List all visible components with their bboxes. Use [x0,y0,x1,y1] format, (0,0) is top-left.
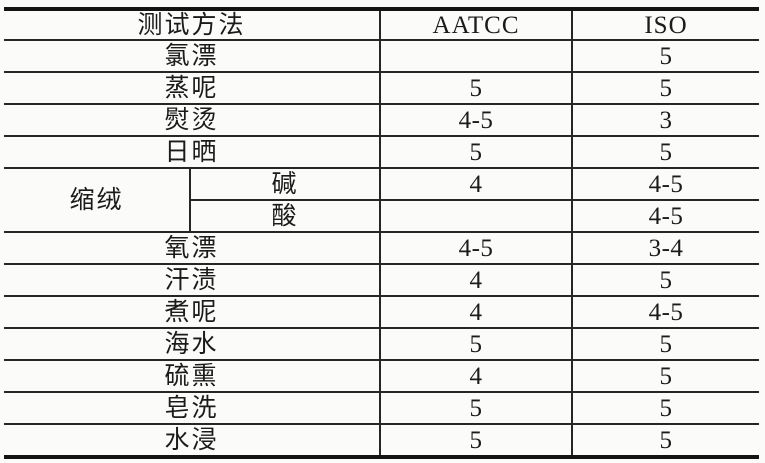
aatcc-value-cell: 4 [379,360,573,393]
aatcc-value-cell: 4 [379,296,573,329]
method-cell: 氧漂 [4,232,381,265]
iso-value-cell: 3 [571,104,760,137]
method-cell: 蒸呢 [4,72,381,105]
header-cell-iso: ISO [571,9,760,41]
group-label-cell: 缩绒 [4,168,190,233]
aatcc-value-cell: 5 [379,136,573,169]
method-cell: 日晒 [4,136,381,169]
iso-value-cell: 5 [571,40,760,73]
method-cell: 熨烫 [4,104,381,137]
table-row: 水浸 5 5 [4,424,760,458]
iso-value-cell: 4-5 [571,296,760,329]
aatcc-value-cell [379,200,573,233]
method-cell: 汗渍 [4,264,381,297]
table-row: 日晒 5 5 [4,136,760,169]
iso-value-cell: 3-4 [571,232,760,265]
iso-value-cell: 5 [571,264,760,297]
table-row: 汗渍 4 5 [4,264,760,297]
header-cell-method: 测试方法 [4,9,381,41]
sub-condition-cell: 酸 [188,200,381,233]
sub-condition-cell: 碱 [188,168,381,201]
iso-value-cell: 4-5 [571,168,760,201]
aatcc-value-cell: 5 [379,392,573,425]
table-row: 蒸呢 5 5 [4,72,760,105]
table-row: 氧漂 4-5 3-4 [4,232,760,265]
aatcc-value-cell: 4 [379,168,573,201]
iso-value-cell: 5 [571,136,760,169]
table-row: 煮呢 4 4-5 [4,296,760,329]
table-row: 硫熏 4 5 [4,360,760,393]
table-row: 皂洗 5 5 [4,392,760,425]
iso-value-cell: 5 [571,360,760,393]
iso-value-cell: 5 [571,72,760,105]
iso-value-cell: 5 [571,328,760,361]
table-header-row: 测试方法 AATCC ISO [4,9,760,41]
table-row-group-first: 缩绒 碱 4 4-5 [4,168,760,233]
table-row: 氯漂 5 [4,40,760,73]
table-row: 海水 5 5 [4,328,760,361]
aatcc-value-cell: 5 [379,424,573,458]
header-cell-aatcc: AATCC [379,9,573,41]
method-cell: 氯漂 [4,40,381,73]
test-methods-table: 测试方法 AATCC ISO 氯漂 5 蒸呢 5 5 熨烫 4-5 3 日晒 5… [4,7,760,459]
table-row: 熨烫 4-5 3 [4,104,760,137]
aatcc-value-cell: 5 [379,328,573,361]
aatcc-value-cell [379,40,573,73]
method-cell: 硫熏 [4,360,381,393]
method-cell: 皂洗 [4,392,381,425]
method-cell: 海水 [4,328,381,361]
method-cell: 水浸 [4,424,381,458]
aatcc-value-cell: 5 [379,72,573,105]
method-cell: 煮呢 [4,296,381,329]
iso-value-cell: 5 [571,392,760,425]
iso-value-cell: 4-5 [571,200,760,233]
aatcc-value-cell: 4-5 [379,232,573,265]
aatcc-value-cell: 4-5 [379,104,573,137]
aatcc-value-cell: 4 [379,264,573,297]
iso-value-cell: 5 [571,424,760,458]
table-row-group-second: 酸 4-5 [4,200,760,233]
